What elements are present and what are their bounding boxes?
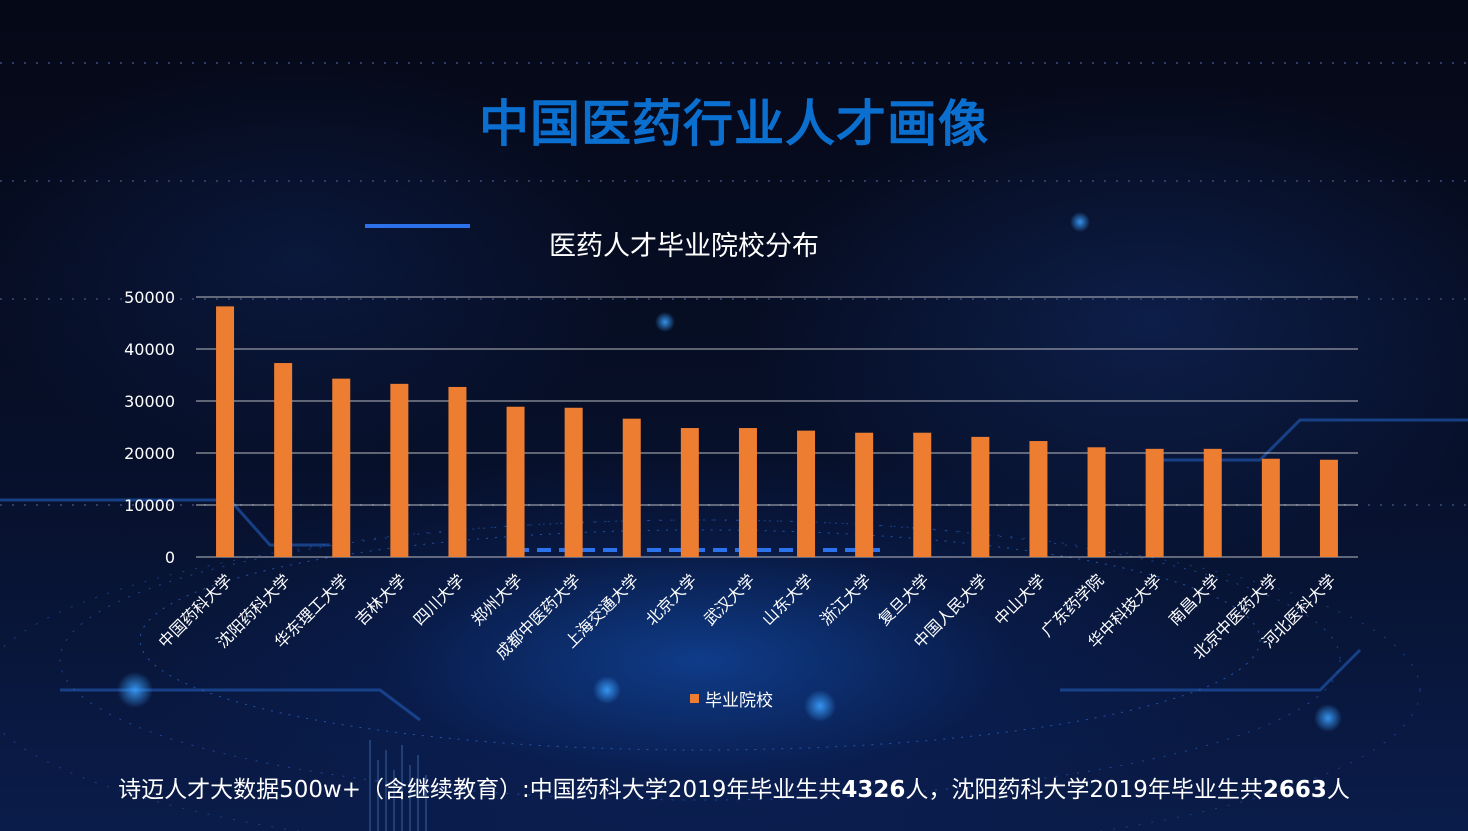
footer-note: 诗迈人才大数据500w+（含继续教育）:中国药科大学2019年毕业生共4326人… bbox=[0, 770, 1468, 804]
bar-北京大学 bbox=[680, 428, 699, 557]
bar-河北医科大学 bbox=[1319, 459, 1338, 557]
y-tick-label: 40000 bbox=[124, 340, 175, 359]
bar-华东理工大学 bbox=[332, 378, 351, 557]
y-tick-label: 0 bbox=[165, 548, 175, 567]
chart-title: 医药人才毕业院校分布 bbox=[549, 231, 819, 262]
bar-山东大学 bbox=[797, 430, 816, 557]
x-tick-label: 四川大学 bbox=[410, 570, 469, 629]
bar-广东药学院 bbox=[1087, 447, 1106, 557]
chart-legend: 毕业院校 bbox=[690, 686, 773, 711]
bar-郑州大学 bbox=[506, 406, 525, 557]
bar-上海交通大学 bbox=[622, 418, 641, 557]
x-tick-label: 武汉大学 bbox=[700, 570, 759, 629]
bar-华中科技大学 bbox=[1145, 448, 1164, 557]
x-tick-label: 山东大学 bbox=[758, 570, 817, 629]
page-title: 中国医药行业人才画像 bbox=[479, 95, 989, 153]
x-tick-label: 南昌大学 bbox=[1165, 570, 1224, 629]
legend-label: 毕业院校 bbox=[705, 691, 773, 711]
bar-北京中医药大学 bbox=[1261, 458, 1280, 557]
bar-中山大学 bbox=[1029, 441, 1048, 557]
bar-复旦大学 bbox=[913, 432, 932, 557]
bar-武汉大学 bbox=[738, 428, 757, 557]
x-tick-label: 北京大学 bbox=[642, 570, 701, 629]
footer-part-1: 诗迈人才大数据500w+（含继续教育）:中国药科大学2019年毕业生共 bbox=[118, 777, 842, 803]
bar-沈阳药科大学 bbox=[274, 363, 293, 557]
bar-浙江大学 bbox=[855, 432, 874, 557]
y-tick-label: 30000 bbox=[124, 392, 175, 411]
bar-中国人民大学 bbox=[971, 436, 990, 557]
footer-part-2: 人，沈阳药科大学2019年毕业生共 bbox=[905, 777, 1263, 803]
x-tick-label: 吉林大学 bbox=[351, 570, 410, 629]
x-tick-label: 浙江大学 bbox=[816, 570, 875, 629]
footer-number-1: 4326 bbox=[841, 777, 906, 803]
bar-南昌大学 bbox=[1203, 448, 1222, 557]
bar-中国药科大学 bbox=[216, 306, 235, 557]
footer-number-2: 2663 bbox=[1262, 777, 1327, 803]
footer-part-3: 人 bbox=[1326, 777, 1350, 803]
y-tick-label: 20000 bbox=[124, 444, 175, 463]
bar-吉林大学 bbox=[390, 383, 409, 557]
y-tick-label: 10000 bbox=[124, 496, 175, 515]
y-tick-label: 50000 bbox=[124, 288, 175, 307]
x-tick-label: 郑州大学 bbox=[468, 570, 527, 629]
bar-四川大学 bbox=[448, 386, 467, 557]
legend-swatch bbox=[690, 694, 699, 703]
x-tick-label: 复旦大学 bbox=[874, 570, 933, 629]
bar-成都中医药大学 bbox=[564, 407, 583, 557]
x-tick-label: 中山大学 bbox=[991, 570, 1050, 629]
